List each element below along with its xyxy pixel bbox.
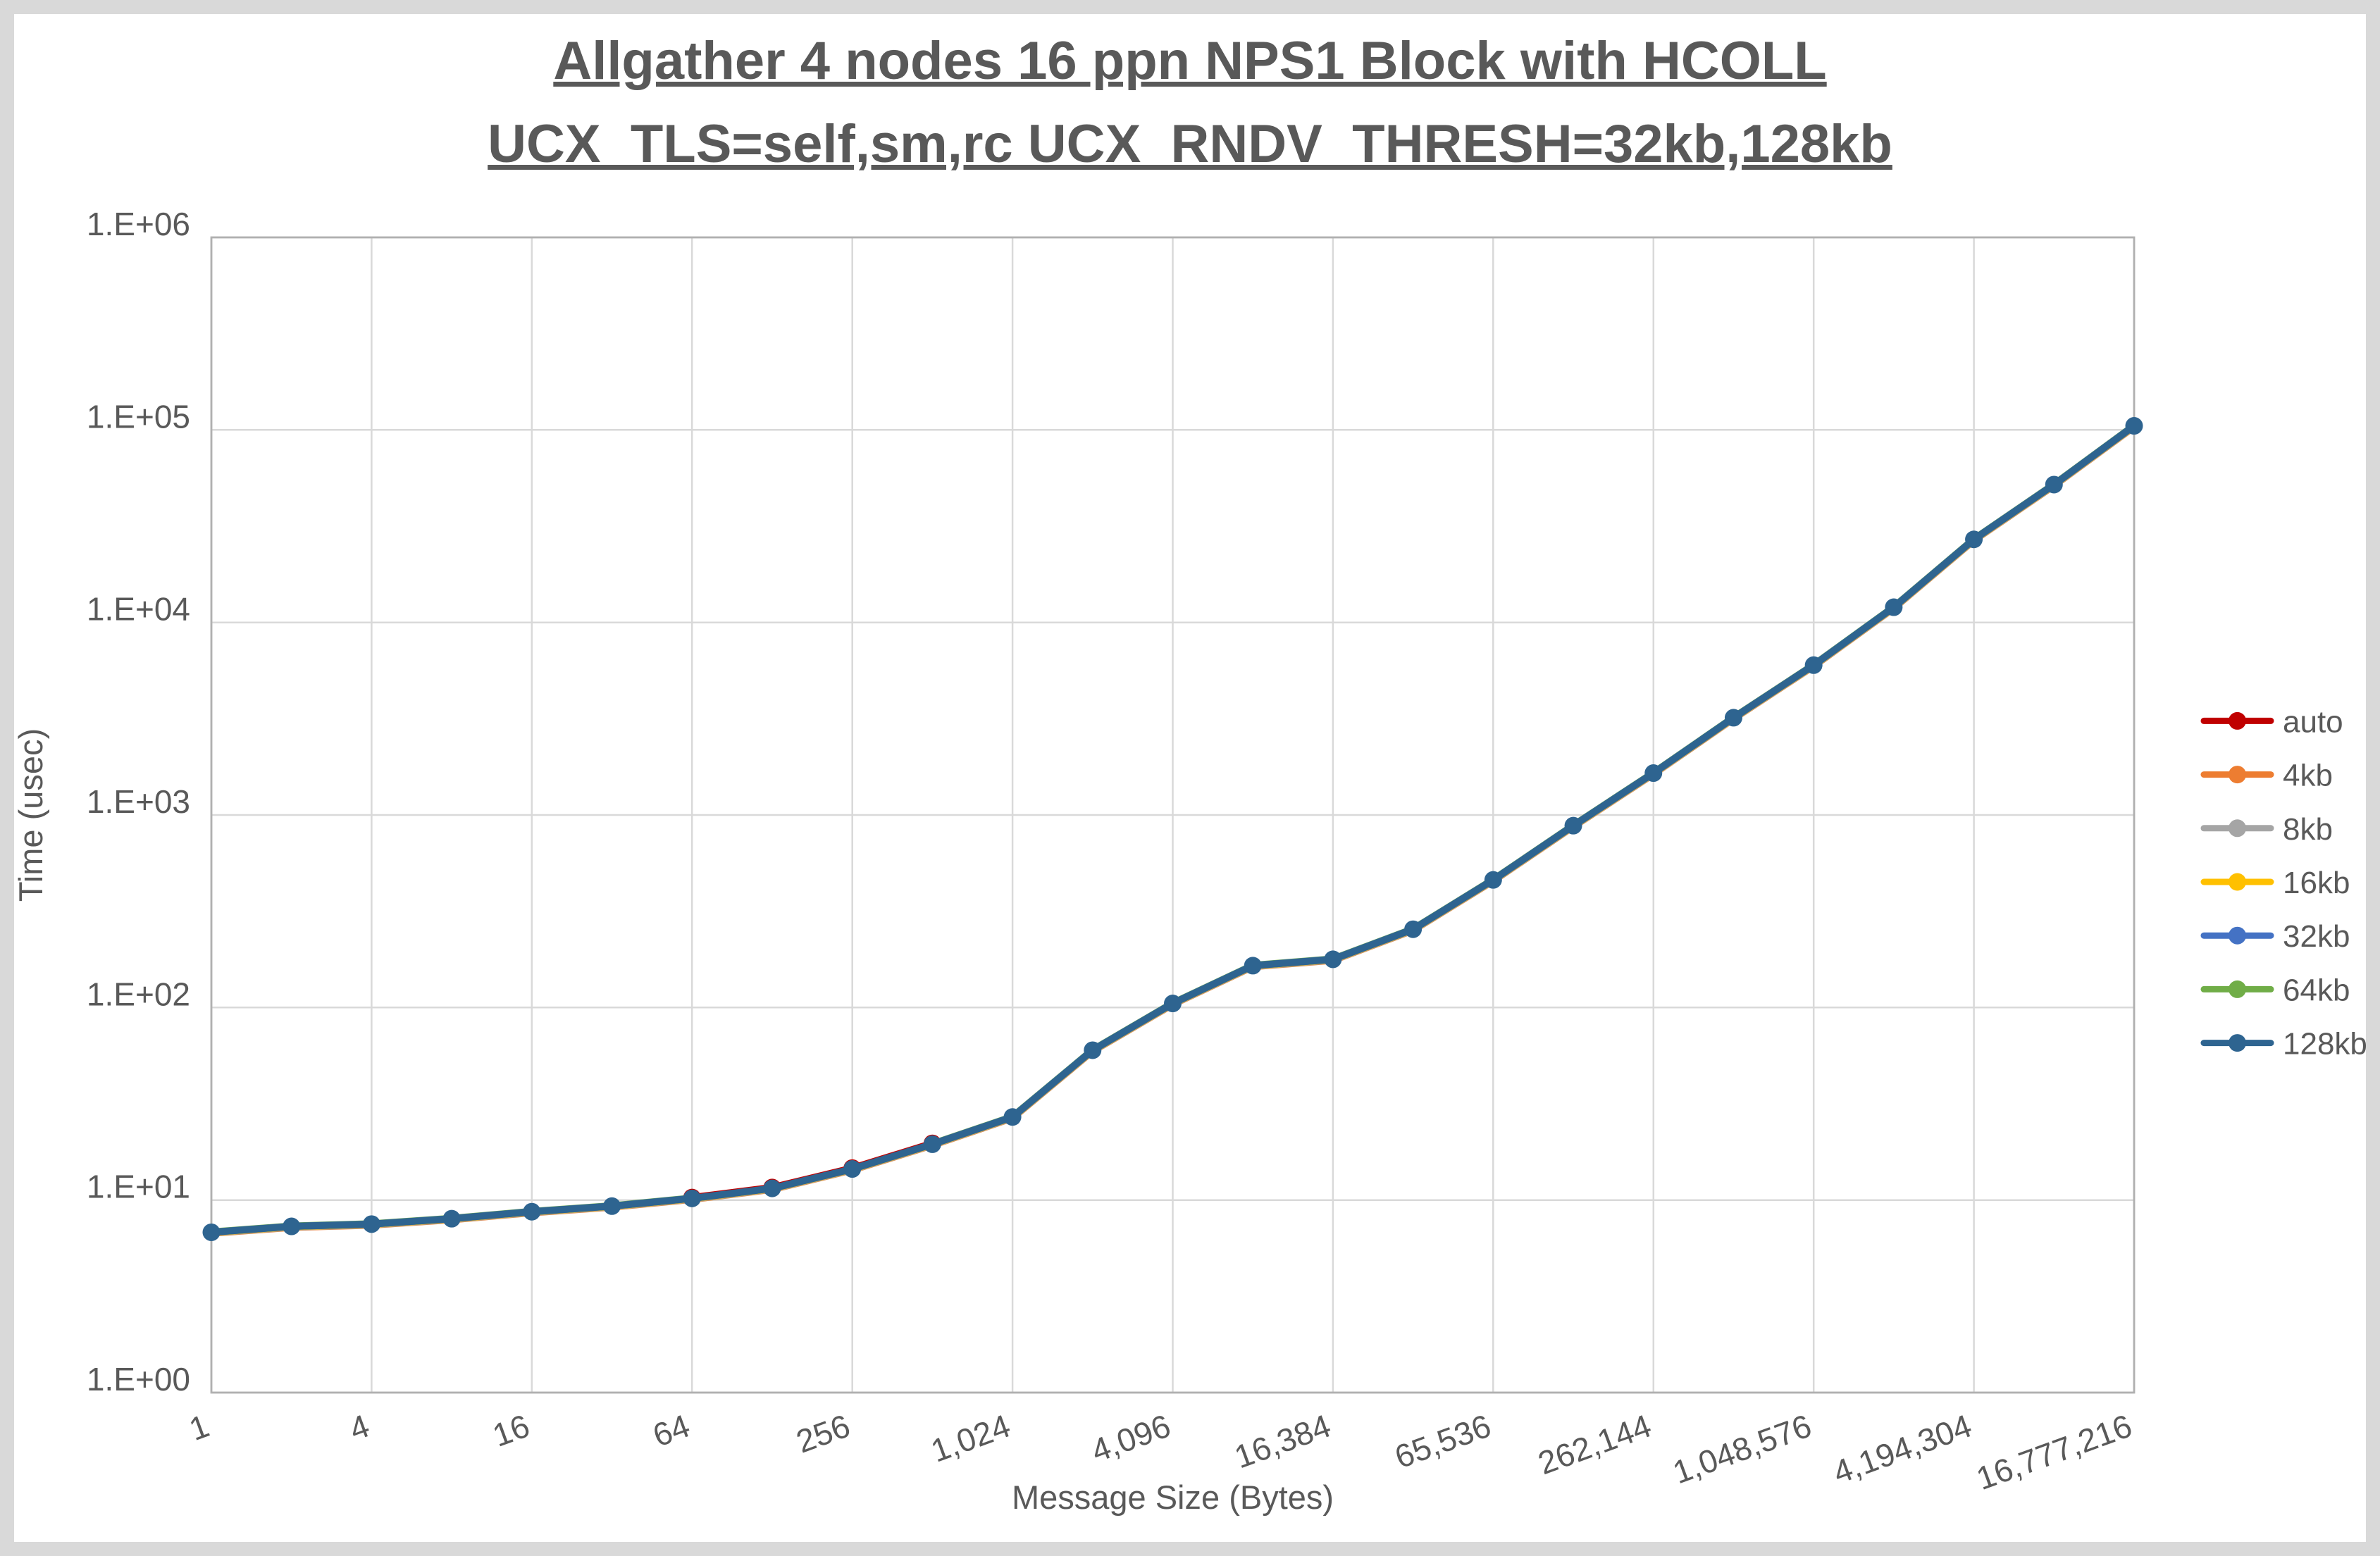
svg-text:64kb: 64kb xyxy=(2283,973,2350,1007)
svg-text:1.E+01: 1.E+01 xyxy=(87,1169,190,1205)
svg-text:1,024: 1,024 xyxy=(926,1407,1015,1469)
svg-text:1: 1 xyxy=(185,1407,214,1448)
svg-text:32kb: 32kb xyxy=(2283,919,2350,954)
svg-text:1.E+04: 1.E+04 xyxy=(87,591,190,628)
svg-text:16,777,216: 16,777,216 xyxy=(1971,1407,2136,1498)
svg-text:16kb: 16kb xyxy=(2283,866,2350,900)
svg-text:16: 16 xyxy=(488,1407,534,1454)
svg-text:4kb: 4kb xyxy=(2283,759,2333,793)
svg-text:8kb: 8kb xyxy=(2283,812,2333,847)
svg-text:65,536: 65,536 xyxy=(1390,1407,1496,1476)
svg-text:256: 256 xyxy=(791,1407,855,1460)
svg-text:Time (usec): Time (usec) xyxy=(14,728,49,902)
svg-text:1.E+03: 1.E+03 xyxy=(87,783,190,820)
svg-text:1,048,576: 1,048,576 xyxy=(1668,1407,1816,1491)
svg-text:4,096: 4,096 xyxy=(1086,1407,1175,1469)
svg-text:262,144: 262,144 xyxy=(1533,1407,1656,1482)
svg-text:4: 4 xyxy=(345,1407,374,1448)
svg-text:auto: auto xyxy=(2283,704,2343,739)
svg-text:1.E+06: 1.E+06 xyxy=(87,206,190,242)
svg-text:Message Size (Bytes): Message Size (Bytes) xyxy=(1012,1479,1334,1516)
svg-text:64: 64 xyxy=(648,1407,695,1454)
svg-text:1.E+02: 1.E+02 xyxy=(87,976,190,1012)
svg-text:1.E+00: 1.E+00 xyxy=(87,1361,190,1398)
svg-text:1.E+05: 1.E+05 xyxy=(87,398,190,435)
svg-text:128kb: 128kb xyxy=(2283,1027,2366,1062)
svg-text:16,384: 16,384 xyxy=(1229,1407,1335,1476)
svg-text:4,194,304: 4,194,304 xyxy=(1828,1407,1976,1491)
